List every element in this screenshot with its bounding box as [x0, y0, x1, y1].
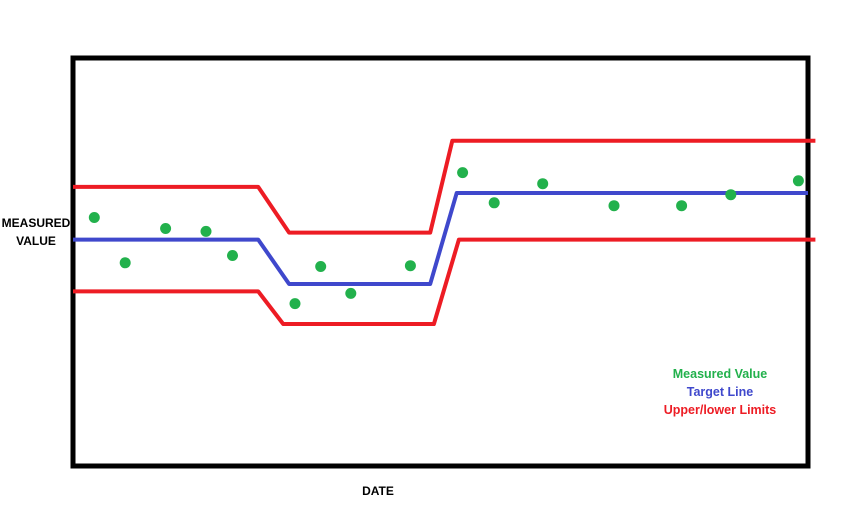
legend-entry-target: Target Line [686, 385, 754, 399]
measured-point [345, 287, 357, 299]
plot-frame [70, 55, 811, 469]
measured-point [200, 225, 212, 237]
y-axis-label-line-1: MEASURED [1, 216, 71, 230]
measured-point [289, 298, 301, 310]
measured-point [404, 260, 416, 272]
measured-point [457, 167, 469, 179]
legend-entry-measured: Measured Value [672, 367, 768, 381]
measured-point [227, 250, 238, 261]
measured-point [315, 261, 327, 272]
measured-point [725, 189, 737, 201]
measured-point [608, 200, 620, 212]
y-axis-label-line-2: VALUE [16, 234, 56, 248]
measured-point [792, 175, 804, 187]
measured-point [119, 257, 131, 269]
y-axis-label: MEASURED VALUE [0, 214, 72, 250]
legend: Measured Value Target Line Upper/lower L… [640, 365, 800, 419]
lower-limit-line [73, 237, 816, 326]
measured-point [160, 223, 172, 234]
target-line [73, 191, 808, 286]
series-layer [73, 138, 816, 326]
upper-limit-line [73, 138, 816, 235]
legend-entry-limits: Upper/lower Limits [663, 403, 777, 417]
measured-point [537, 178, 549, 190]
measured-point [676, 200, 688, 212]
measured-point [488, 197, 500, 209]
measured-point [88, 212, 100, 223]
x-axis-label: DATE [362, 484, 394, 498]
